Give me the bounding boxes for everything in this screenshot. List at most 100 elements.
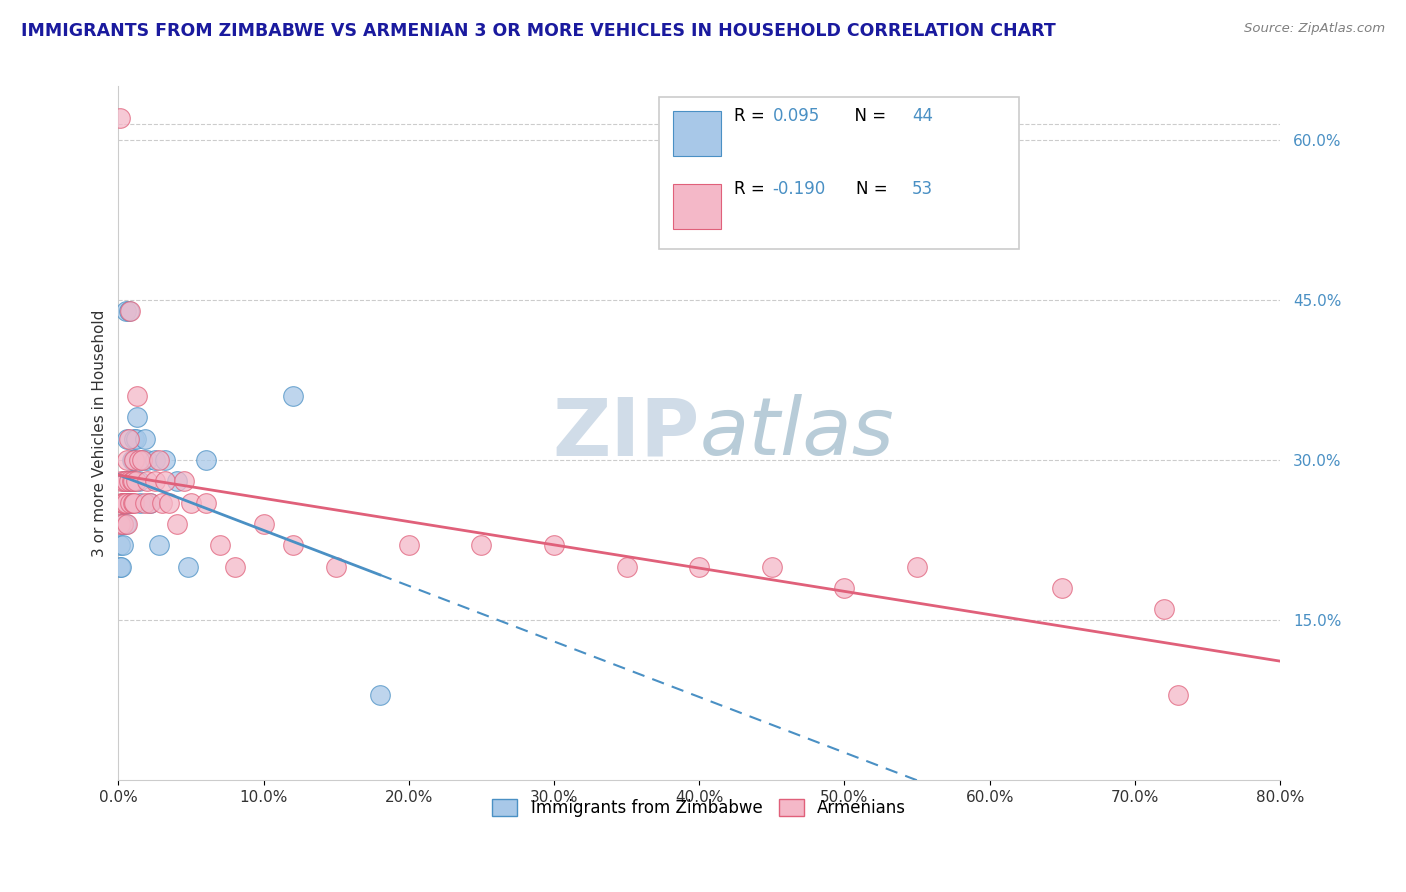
Point — [111, 496, 134, 510]
Text: R =: R = — [734, 180, 770, 198]
Point — [117, 432, 139, 446]
Point — [173, 475, 195, 489]
Text: -0.190: -0.190 — [772, 180, 825, 198]
Point — [281, 389, 304, 403]
Point — [136, 475, 159, 489]
Point — [120, 496, 142, 510]
Point — [112, 475, 135, 489]
Point — [112, 475, 135, 489]
Point — [131, 453, 153, 467]
Point — [122, 475, 145, 489]
Point — [120, 303, 142, 318]
Point — [139, 496, 162, 510]
Point — [115, 432, 138, 446]
Text: R =: R = — [734, 107, 770, 125]
Point — [325, 559, 347, 574]
Text: ZIP: ZIP — [553, 394, 699, 473]
Point — [224, 559, 246, 574]
Point — [117, 475, 139, 489]
Point — [120, 496, 142, 510]
Point — [121, 453, 143, 467]
Point — [127, 410, 149, 425]
Point — [115, 453, 138, 467]
Y-axis label: 3 or more Vehicles in Household: 3 or more Vehicles in Household — [93, 310, 107, 557]
Point — [111, 517, 134, 532]
Point — [194, 453, 217, 467]
Text: 53: 53 — [912, 180, 934, 198]
Point — [122, 496, 145, 510]
Point — [115, 475, 138, 489]
Point — [134, 432, 156, 446]
Point — [111, 517, 134, 532]
Bar — [672, 184, 721, 228]
Point — [112, 496, 135, 510]
Point — [194, 496, 217, 510]
Point — [110, 559, 132, 574]
Point — [688, 559, 710, 574]
Point — [115, 496, 138, 510]
Point — [134, 496, 156, 510]
Bar — [672, 111, 721, 156]
Point — [180, 496, 202, 510]
Point — [143, 475, 166, 489]
Point — [143, 453, 166, 467]
Point — [112, 496, 135, 510]
Text: 0.095: 0.095 — [772, 107, 820, 125]
Point — [834, 581, 856, 595]
Point — [124, 496, 146, 510]
Point — [127, 389, 149, 403]
Point — [114, 496, 136, 510]
Point — [543, 538, 565, 552]
Point — [121, 475, 143, 489]
Point — [117, 303, 139, 318]
Point — [124, 432, 146, 446]
Text: IMMIGRANTS FROM ZIMBABWE VS ARMENIAN 3 OR MORE VEHICLES IN HOUSEHOLD CORRELATION: IMMIGRANTS FROM ZIMBABWE VS ARMENIAN 3 O… — [21, 22, 1056, 40]
Point — [761, 559, 783, 574]
Point — [108, 112, 131, 126]
Point — [124, 453, 146, 467]
Point — [1167, 688, 1189, 702]
Legend: Immigrants from Zimbabwe, Armenians: Immigrants from Zimbabwe, Armenians — [485, 792, 912, 824]
Point — [1153, 602, 1175, 616]
Text: N =: N = — [856, 180, 893, 198]
Point — [616, 559, 638, 574]
Point — [108, 559, 131, 574]
Point — [114, 496, 136, 510]
Point — [125, 475, 148, 489]
Point — [1052, 581, 1074, 595]
Point — [136, 453, 159, 467]
Point — [108, 517, 131, 532]
Point — [114, 475, 136, 489]
Point — [120, 496, 142, 510]
Point — [108, 538, 131, 552]
Text: Source: ZipAtlas.com: Source: ZipAtlas.com — [1244, 22, 1385, 36]
FancyBboxPatch shape — [658, 96, 1019, 250]
Point — [125, 432, 148, 446]
Point — [129, 496, 152, 510]
Point — [153, 475, 176, 489]
Point — [111, 496, 134, 510]
Point — [157, 496, 180, 510]
Text: 44: 44 — [912, 107, 932, 125]
Point — [209, 538, 232, 552]
Text: atlas: atlas — [699, 394, 894, 473]
Point — [253, 517, 276, 532]
Point — [111, 538, 134, 552]
Point — [166, 517, 188, 532]
Point — [110, 496, 132, 510]
Point — [177, 559, 200, 574]
Point — [117, 475, 139, 489]
Point — [139, 496, 162, 510]
Point — [398, 538, 420, 552]
Point — [117, 496, 139, 510]
Point — [124, 453, 146, 467]
Point — [470, 538, 492, 552]
Point — [122, 475, 145, 489]
Point — [368, 688, 391, 702]
Point — [115, 517, 138, 532]
Point — [110, 475, 132, 489]
Point — [148, 538, 170, 552]
Point — [112, 496, 135, 510]
Point — [128, 453, 150, 467]
Point — [153, 453, 176, 467]
